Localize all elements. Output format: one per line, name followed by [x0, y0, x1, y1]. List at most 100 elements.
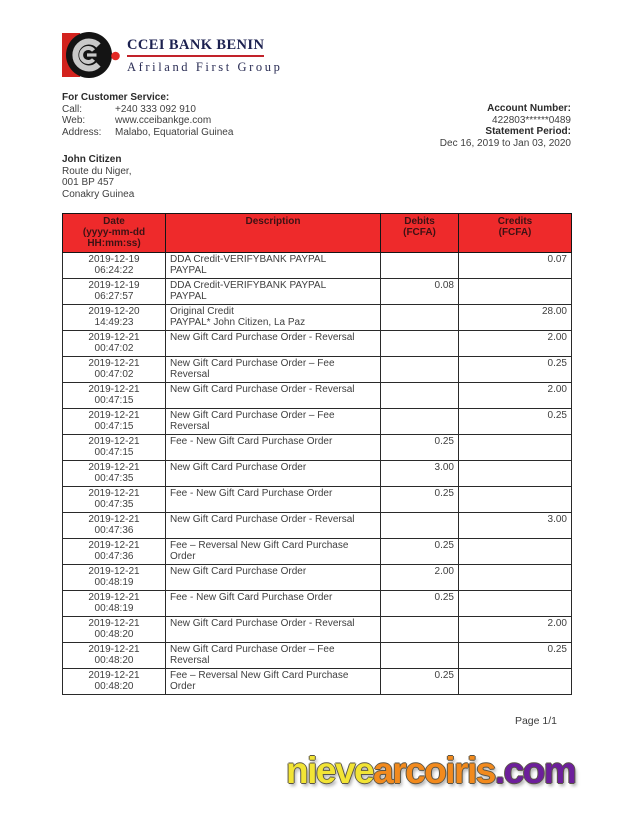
transaction-date: 2019-12-21 — [88, 410, 140, 421]
cell-debit — [380, 252, 459, 279]
cell-debit — [380, 304, 459, 331]
cell-date: 2019-12-21 00:47:35 — [62, 486, 166, 513]
statement-period-label: Statement Period: — [485, 126, 571, 137]
transaction-time: 00:48:19 — [94, 603, 134, 614]
transaction-time: 00:47:15 — [94, 447, 134, 458]
transaction-time: 00:48:20 — [94, 655, 134, 666]
transaction-date: 2019-12-21 — [88, 592, 140, 603]
watermark-logo: nievearcoiris.com — [286, 750, 577, 792]
transaction-date: 2019-12-20 — [88, 306, 140, 317]
cell-debit — [380, 330, 459, 357]
cell-credit: 28.00 — [458, 304, 572, 331]
transaction-date: 2019-12-21 — [88, 540, 140, 551]
cell-debit — [380, 382, 459, 409]
table-row: 2019-12-21 00:47:35 New Gift Card Purcha… — [62, 460, 572, 487]
cell-date: 2019-12-21 00:47:36 — [62, 512, 166, 539]
transactions-table: Date (yyyy-mm-dd HH:mm:ss) Description D… — [62, 213, 572, 695]
transaction-time: 00:48:20 — [94, 681, 134, 692]
cell-date: 2019-12-21 00:47:02 — [62, 330, 166, 357]
cell-description: DDA Credit-VERIFYBANK PAYPAL PAYPAL — [165, 252, 381, 279]
watermark-part-nieve: nieve — [286, 750, 375, 791]
transaction-time: 06:24:22 — [94, 265, 134, 276]
cell-date: 2019-12-21 00:48:19 — [62, 564, 166, 591]
cell-date: 2019-12-21 00:47:36 — [62, 538, 166, 565]
transaction-time: 00:48:19 — [94, 577, 134, 588]
cell-description: DDA Credit-VERIFYBANK PAYPAL PAYPAL — [165, 278, 381, 305]
transaction-date: 2019-12-19 — [88, 254, 140, 265]
transaction-time: 00:47:36 — [94, 551, 134, 562]
account-info-block: Account Number: 422803******0489 Stateme… — [440, 103, 571, 149]
transaction-date: 2019-12-21 — [88, 644, 140, 655]
table-row: 2019-12-21 00:48:19 New Gift Card Purcha… — [62, 564, 572, 591]
transaction-date: 2019-12-21 — [88, 332, 140, 343]
table-row: 2019-12-21 00:47:02 New Gift Card Purcha… — [62, 330, 572, 357]
statement-content: CCEI BANK BENIN Afriland First Group For… — [62, 0, 572, 727]
addressee-address: Route du Niger, 001 BP 457 Conakry Guine… — [62, 166, 571, 201]
cell-credit: 0.25 — [458, 356, 572, 383]
cell-description: New Gift Card Purchase Order – Fee Rever… — [165, 356, 381, 383]
page-number: Page 1/1 — [514, 715, 557, 727]
transaction-date: 2019-12-21 — [88, 384, 140, 395]
transaction-date: 2019-12-21 — [88, 670, 140, 681]
cell-date: 2019-12-21 00:47:15 — [62, 434, 166, 461]
cell-credit: 0.25 — [458, 408, 572, 435]
cell-date: 2019-12-21 00:47:35 — [62, 460, 166, 487]
customer-service-value: www.cceibankge.com — [115, 115, 212, 126]
table-row: 2019-12-21 00:47:36 Fee – Reversal New G… — [62, 538, 572, 565]
customer-service-label: Call: — [62, 103, 83, 115]
cell-description: New Gift Card Purchase Order - Reversal — [165, 616, 381, 643]
customer-service-label: Web: — [62, 115, 86, 126]
transaction-time: 00:47:15 — [94, 421, 134, 432]
transaction-date: 2019-12-21 — [88, 462, 140, 473]
customer-service-block: For Customer Service: Call: +240 333 092… — [62, 92, 233, 149]
table-row: 2019-12-21 00:47:15 Fee - New Gift Card … — [62, 434, 572, 461]
cell-debit: 0.25 — [380, 434, 459, 461]
cell-credit — [458, 564, 572, 591]
cell-credit: 3.00 — [458, 512, 572, 539]
transaction-date: 2019-12-21 — [88, 436, 140, 447]
table-row: 2019-12-20 14:49:23 Original Credit PAYP… — [62, 304, 572, 331]
cell-debit: 0.25 — [380, 668, 459, 695]
cell-date: 2019-12-21 00:48:20 — [62, 668, 166, 695]
transaction-time: 00:47:36 — [94, 525, 134, 536]
cell-description: New Gift Card Purchase Order — [165, 460, 381, 487]
customer-service-label: Address: — [62, 126, 102, 138]
col-header-debits: Debits (FCFA) — [380, 213, 459, 253]
cell-date: 2019-12-21 00:48:19 — [62, 590, 166, 617]
transaction-time: 06:27:57 — [94, 291, 134, 302]
customer-service-row: Web: www.cceibankge.com — [62, 115, 233, 127]
customer-service-row: Call: +240 333 092 910 — [62, 104, 233, 116]
transaction-time: 00:47:02 — [94, 369, 134, 380]
table-row: 2019-12-21 00:48:19 Fee - New Gift Card … — [62, 590, 572, 617]
cell-credit: 2.00 — [458, 330, 572, 357]
customer-service-title: For Customer Service: — [62, 92, 170, 103]
cell-description: New Gift Card Purchase Order - Reversal — [165, 382, 381, 409]
cell-debit — [380, 642, 459, 669]
cell-date: 2019-12-19 06:27:57 — [62, 278, 166, 305]
table-row: 2019-12-21 00:47:15 New Gift Card Purcha… — [62, 408, 572, 435]
addressee-name: John Citizen — [62, 154, 122, 165]
cell-description: Fee – Reversal New Gift Card Purchase Or… — [165, 538, 381, 565]
table-row: 2019-12-21 00:47:15 New Gift Card Purcha… — [62, 382, 572, 409]
cell-description: New Gift Card Purchase Order – Fee Rever… — [165, 642, 381, 669]
table-row: 2019-12-21 00:47:35 Fee - New Gift Card … — [62, 486, 572, 513]
logo-red-dot — [111, 51, 120, 61]
transaction-date: 2019-12-21 — [88, 514, 140, 525]
bank-logo-icon — [62, 32, 120, 78]
bank-name: CCEI BANK BENIN — [127, 37, 265, 57]
cell-credit — [458, 460, 572, 487]
cell-description: Fee - New Gift Card Purchase Order — [165, 590, 381, 617]
watermark-part-arcoiris: arcoiris — [373, 750, 496, 791]
transaction-time: 00:47:35 — [94, 473, 134, 484]
cell-date: 2019-12-21 00:48:20 — [62, 616, 166, 643]
table-row: 2019-12-21 00:48:20 Fee – Reversal New G… — [62, 668, 572, 695]
statement-period-value: Dec 16, 2019 to Jan 03, 2020 — [439, 137, 571, 149]
cell-credit — [458, 278, 572, 305]
col-header-date: Date (yyyy-mm-dd HH:mm:ss) — [62, 213, 166, 253]
cell-credit: 2.00 — [458, 616, 572, 643]
cell-debit: 0.25 — [380, 486, 459, 513]
cell-debit: 0.25 — [380, 538, 459, 565]
addressee-address-line: Conakry Guinea — [62, 188, 135, 200]
cell-description: Fee - New Gift Card Purchase Order — [165, 486, 381, 513]
